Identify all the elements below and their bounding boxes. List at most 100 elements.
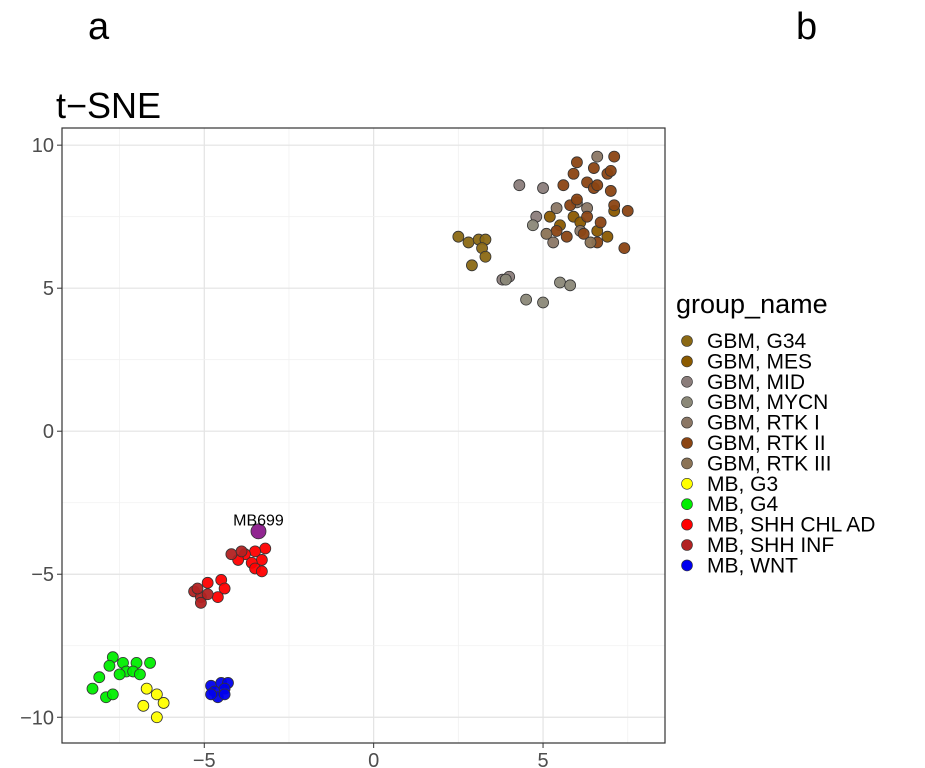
data-point [134,668,146,681]
legend-label: GBM, MID [707,371,805,394]
plot-panel-border [61,127,666,744]
data-point [201,576,214,589]
data-point [621,205,634,217]
y-tick-label: 5 [43,278,54,300]
data-point [113,668,126,681]
legend-key [681,396,693,409]
data-point [618,242,631,255]
data-point [567,167,580,180]
data-point [479,250,492,263]
data-point [594,216,607,229]
data-point [604,185,617,197]
legend-key [681,559,693,572]
legend-key [681,437,693,449]
data-point [157,697,170,709]
data-point [225,548,238,561]
data-point [144,657,156,669]
highlighted-point [250,523,267,540]
y-tick-label: −10 [20,707,54,729]
data-point [571,156,583,169]
legend-key [681,335,693,347]
data-point [466,259,478,272]
data-point [550,202,563,214]
x-tick-label: 0 [368,750,379,768]
data-point [259,542,272,555]
data-point [194,596,207,609]
legend-label: MB, SHH INF [707,534,834,557]
x-tick-label: 5 [537,750,548,768]
data-point [581,210,593,223]
data-point [537,296,549,309]
legend-label: GBM, RTK I [707,412,820,435]
points-layer [86,150,634,724]
y-tick-label: 0 [43,421,54,443]
data-point [205,688,217,701]
y-tick-label: 10 [32,135,54,157]
data-point [255,565,268,578]
annotation-layer: MB699 [233,512,284,529]
panel-label-b: b [796,6,818,48]
legend-key [681,539,693,551]
data-point [571,193,583,206]
data-point [543,210,556,223]
data-point [211,591,224,604]
y-tick-label: −5 [31,564,54,586]
legend-label: GBM, RTK III [707,452,831,475]
point-annotation: MB699 [233,512,284,529]
legend-key [681,375,693,388]
data-point [201,588,214,601]
data-point [550,225,563,237]
legend-key [681,477,693,490]
data-point [499,273,512,286]
legend-key [681,498,693,511]
data-point [560,230,573,243]
data-point [218,688,231,701]
data-point [564,279,577,292]
data-point [218,582,231,595]
legend-label: MB, G4 [707,493,779,516]
data-point [557,179,570,192]
data-point [540,227,553,240]
legend-key [681,416,693,429]
data-point [150,711,163,724]
legend-key [681,457,693,470]
data-point [140,682,153,695]
data-point [103,659,116,672]
legend-label: GBM, G34 [707,330,807,353]
legend-label: GBM, MES [707,350,812,373]
x-tick-label: −5 [193,750,216,768]
legend-key [681,518,693,531]
chart-title: t−SNE [56,85,161,126]
data-point [604,165,617,177]
data-point [537,182,549,194]
legend-label: GBM, RTK II [707,432,826,455]
grid-layer [62,128,665,743]
data-point [601,230,614,243]
data-point [93,671,106,684]
data-point [137,699,150,712]
legend-label: MB, G3 [707,473,778,496]
legend-title: group_name [676,289,828,319]
data-point [577,227,590,240]
data-point [608,150,621,163]
data-point [452,230,465,243]
panel-label-a: a [88,6,110,48]
data-point [587,162,600,174]
data-point [547,236,560,249]
data-point [584,236,597,249]
data-point [191,582,204,595]
legend-label: GBM, MYCN [707,391,828,414]
data-point [462,236,475,249]
data-point [554,276,566,289]
legend-label: MB, WNT [707,554,798,577]
data-point [106,688,119,701]
legend-key [681,355,693,368]
data-point [591,150,604,163]
data-point [520,293,533,306]
data-point [150,688,163,701]
data-point [608,199,621,212]
data-point [86,682,99,695]
legend-label: MB, SHH CHL AD [707,514,875,537]
ticks-layer: −5 0 5 10 5 0 −5 −10 [20,135,549,768]
